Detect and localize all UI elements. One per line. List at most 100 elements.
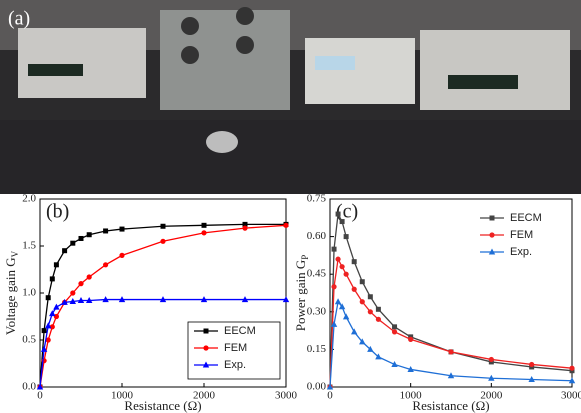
y-tick-label: 0.15 [307, 343, 327, 355]
multimeter-left [18, 28, 146, 98]
marker [45, 322, 52, 329]
marker [62, 248, 68, 254]
legend-label: FEM [510, 229, 533, 241]
probe [206, 131, 238, 153]
marker [53, 313, 60, 320]
marker [53, 262, 59, 268]
marker [489, 215, 495, 221]
photo: (a) [0, 0, 581, 194]
marker [339, 219, 345, 225]
display-right [448, 75, 518, 89]
marker [200, 296, 208, 303]
marker [338, 303, 346, 310]
marker [367, 345, 374, 352]
x-tick-label: 0 [37, 390, 43, 402]
marker [49, 310, 56, 317]
marker [375, 306, 381, 312]
knob [181, 46, 199, 64]
marker [70, 240, 76, 246]
marker [242, 225, 248, 231]
marker [568, 377, 576, 384]
marker [392, 324, 398, 330]
marker [351, 259, 357, 265]
marker [202, 361, 210, 368]
y-tick-label: 2.0 [22, 193, 36, 205]
y-tick-label: 1.0 [22, 287, 36, 299]
knob [236, 7, 254, 25]
resistor-box [160, 10, 290, 110]
marker [342, 313, 350, 320]
y-tick-label: 0.60 [307, 230, 327, 242]
marker [203, 345, 209, 351]
x-axis-label: Resistance (Ω) [124, 398, 201, 413]
marker [69, 297, 76, 304]
marker [391, 329, 398, 335]
marker [118, 296, 126, 303]
marker [119, 252, 125, 258]
marker [408, 336, 414, 342]
marker [78, 235, 84, 241]
x-tick-label: 1000 [400, 390, 423, 402]
x-tick-label: 1000 [111, 390, 134, 402]
multimeter-right [420, 30, 570, 110]
marker [375, 353, 382, 360]
y-axis-label-main: Voltage gain G [3, 257, 18, 335]
marker [86, 232, 92, 238]
marker [351, 286, 357, 292]
marker [335, 256, 341, 262]
legend-label: EECM [510, 212, 542, 224]
marker [61, 298, 68, 305]
marker [448, 349, 454, 355]
marker [407, 365, 414, 372]
y-tick-label: 0.75 [307, 193, 327, 205]
marker [488, 374, 495, 381]
marker [242, 221, 248, 227]
x-tick-label: 2000 [480, 390, 503, 402]
y-tick-label: 0.30 [307, 305, 327, 317]
marker [203, 328, 209, 334]
y-axis-label-sub: P [300, 255, 310, 260]
marker [282, 296, 290, 303]
marker [159, 296, 167, 303]
marker [343, 234, 349, 240]
panel-label: (a) [8, 8, 30, 30]
marker [489, 232, 495, 238]
x-tick-label: 3000 [275, 390, 298, 402]
marker [45, 295, 51, 301]
marker [49, 276, 55, 282]
marker [78, 281, 84, 287]
knob [236, 36, 254, 54]
marker [335, 211, 341, 217]
legend-label: FEM [224, 342, 247, 354]
marker [331, 246, 337, 252]
y-axis-label-main: Power gain G [293, 260, 308, 332]
marker [326, 383, 334, 390]
x-axis-label: Resistance (Ω) [412, 398, 489, 413]
panel-label: (c) [336, 201, 358, 223]
marker [40, 345, 48, 352]
marker [241, 296, 249, 303]
y-tick-label: 0.45 [307, 268, 327, 280]
y-tick-label: 0.0 [22, 381, 36, 393]
y-tick-label: 0.5 [22, 334, 36, 346]
y-tick-label: 0.00 [307, 381, 327, 393]
panel-label: (b) [46, 201, 69, 223]
marker [367, 294, 373, 300]
marker [86, 274, 92, 280]
knob [181, 17, 199, 35]
marker [391, 360, 398, 367]
y-axis-label: Voltage gain GV [3, 250, 20, 335]
marker [334, 298, 342, 305]
marker [339, 264, 345, 270]
marker [447, 372, 455, 379]
marker [77, 297, 85, 304]
marker [160, 238, 166, 244]
marker [375, 316, 381, 322]
marker [529, 361, 535, 368]
marker [488, 356, 494, 363]
marker [45, 337, 51, 343]
x-tick-label: 0 [327, 390, 333, 402]
x-tick-label: 3000 [561, 390, 581, 402]
y-tick-label: 1.5 [22, 240, 36, 252]
